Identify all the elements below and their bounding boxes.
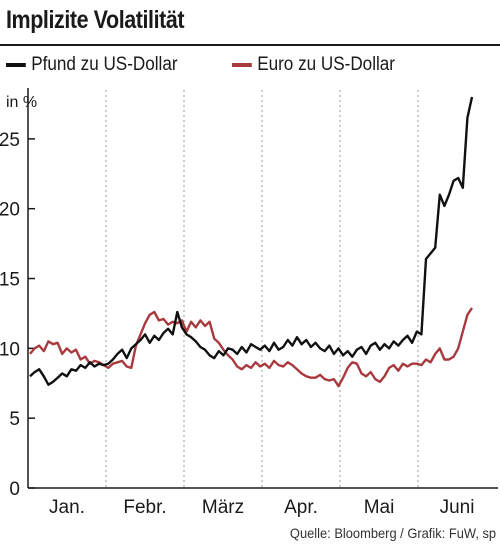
- series-line-eur: [29, 307, 473, 388]
- x-tick-label: Jan.: [49, 497, 85, 518]
- y-unit-label: in %: [6, 94, 38, 111]
- source-note: Quelle: Bloomberg / Grafik: FuW, sp: [289, 525, 496, 541]
- x-tick-label: März: [202, 497, 244, 518]
- y-tick-label: 5: [9, 409, 20, 430]
- x-tick-label: Mai: [364, 497, 395, 518]
- legend-swatch-eur: [232, 63, 252, 67]
- x-tick-label: Febr.: [123, 497, 166, 518]
- legend-label-eur: Euro zu US-Dollar: [257, 54, 395, 75]
- x-tick-label: Apr.: [284, 497, 318, 518]
- title-rule: [0, 44, 500, 46]
- legend-item-gbp: Pfund zu US-Dollar: [6, 54, 178, 76]
- legend-label-gbp: Pfund zu US-Dollar: [31, 54, 178, 75]
- y-tick-label: 0: [9, 479, 20, 500]
- y-tick-label: 25: [0, 130, 20, 151]
- y-tick-label: 15: [0, 270, 20, 291]
- y-tick-label: 10: [0, 339, 20, 360]
- y-tick-label: 20: [0, 200, 20, 221]
- legend-item-eur: Euro zu US-Dollar: [232, 54, 395, 76]
- chart-title: Implizite Volatilität: [6, 6, 185, 34]
- series-line-gbp: [29, 96, 474, 386]
- x-tick-label: Juni: [440, 497, 475, 518]
- legend-swatch-gbp: [6, 63, 26, 67]
